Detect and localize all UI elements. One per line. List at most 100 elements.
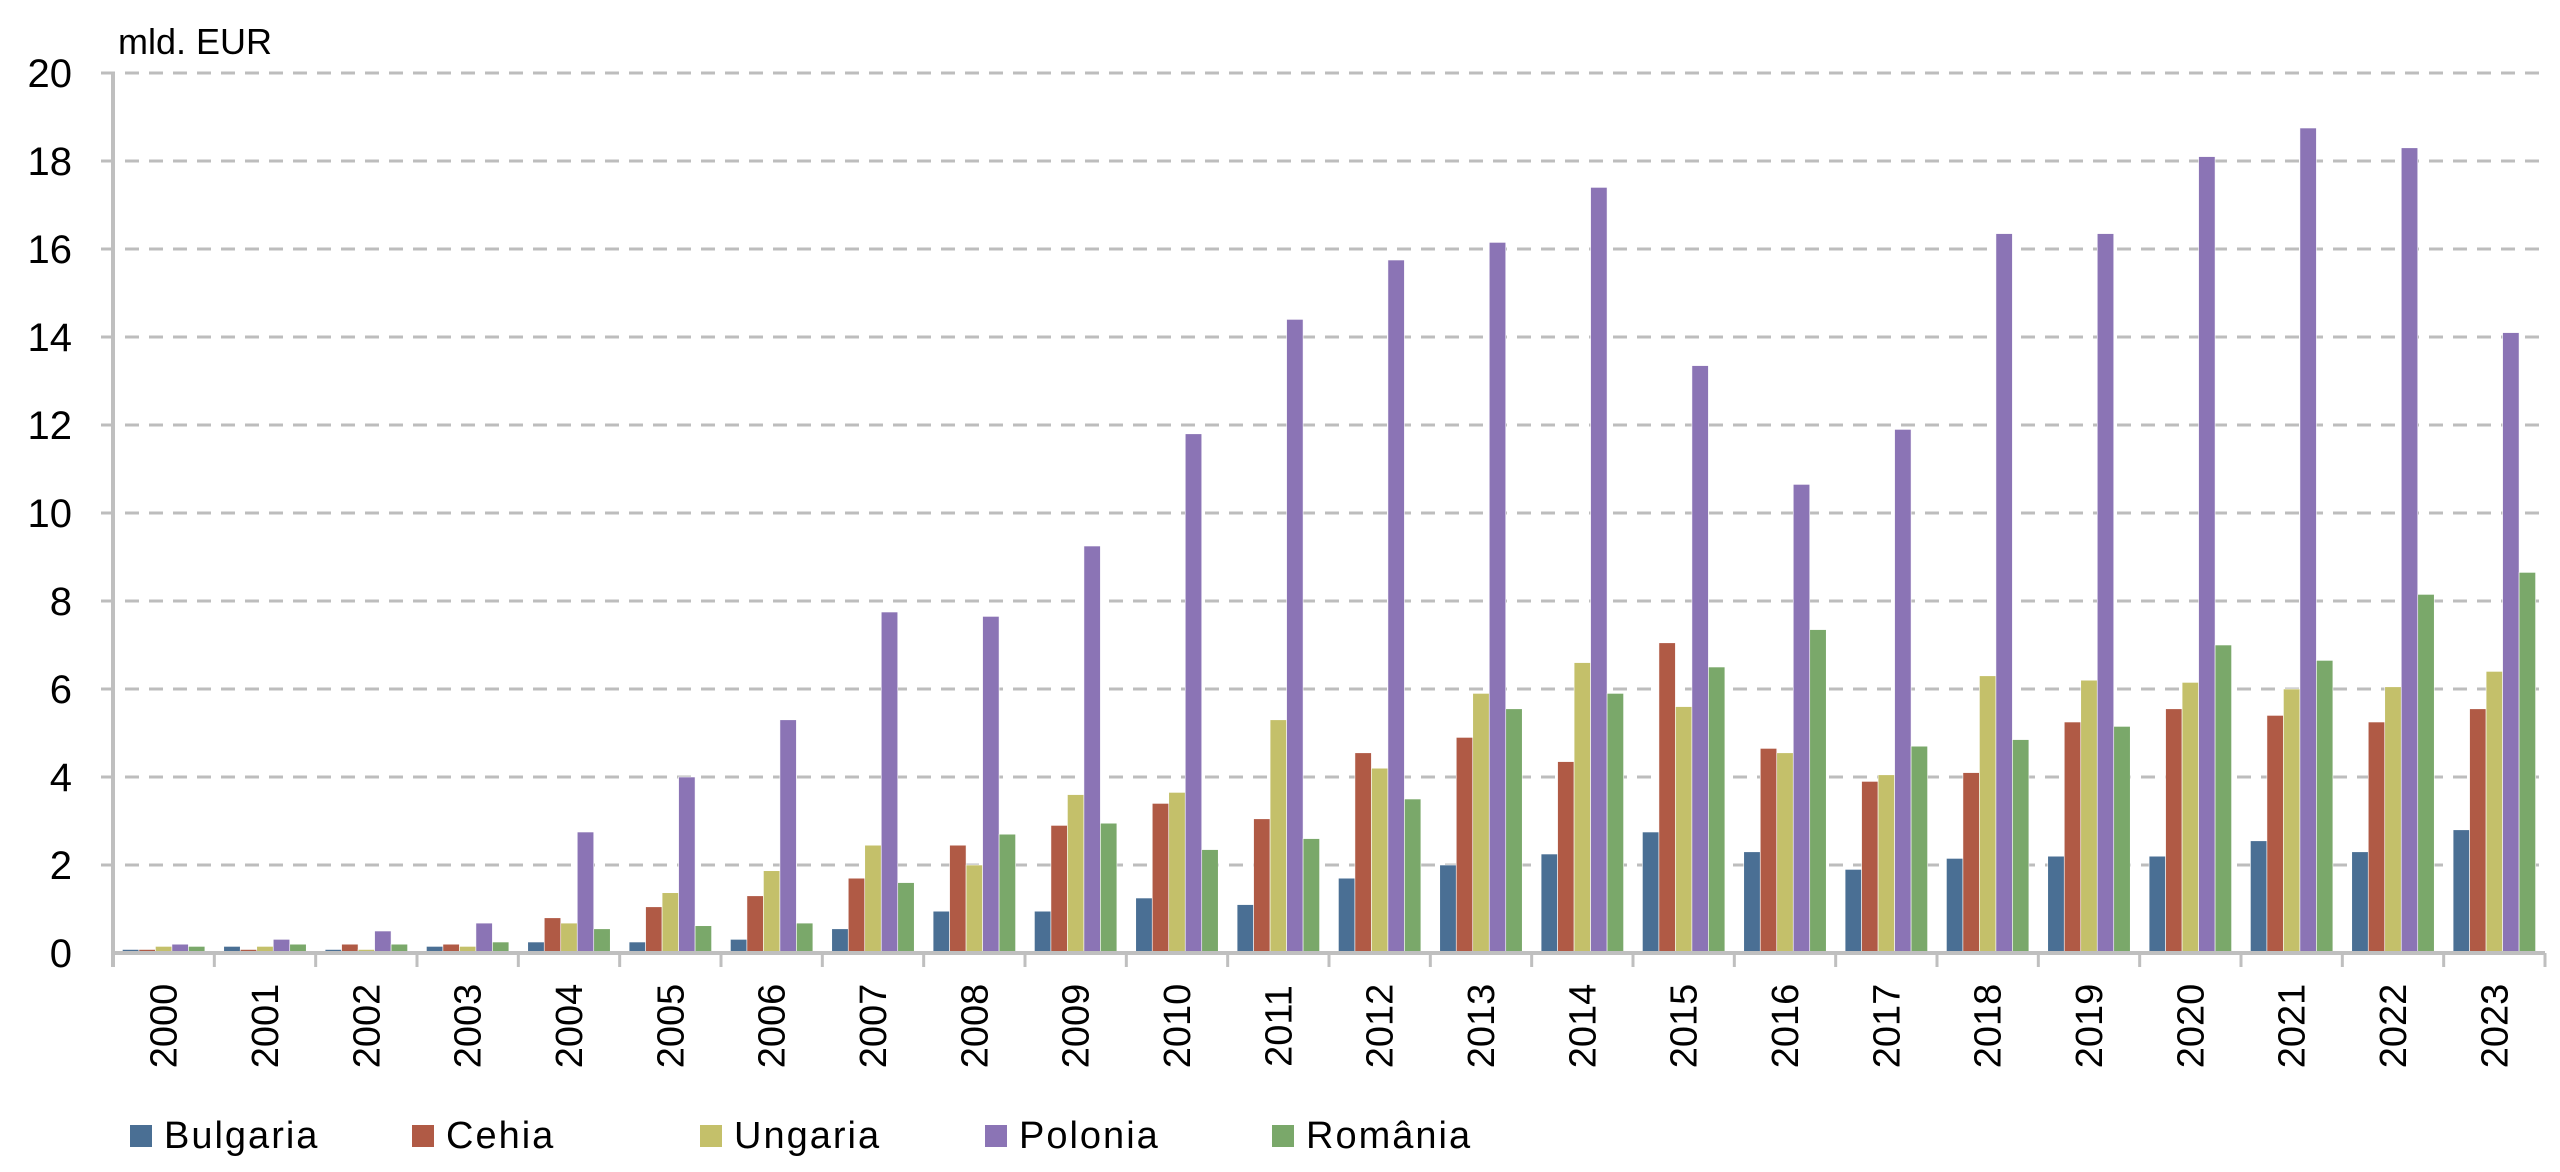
bar-românia-2014 xyxy=(1606,693,1624,954)
legend: Bulgaria Cehia Ungaria Polonia România xyxy=(130,1115,1472,1157)
y-tick-label: 18 xyxy=(28,140,73,184)
bars xyxy=(122,127,2536,954)
bar-bulgaria-2006 xyxy=(730,939,748,954)
y-axis-unit-label: mld. EUR xyxy=(118,21,272,62)
bar-românia-2006 xyxy=(796,922,814,954)
bar-românia-2011 xyxy=(1302,838,1320,954)
bar-polonia-2018 xyxy=(1995,233,2013,954)
bar-cehia-2004 xyxy=(543,917,562,954)
x-tick-label: 2002 xyxy=(346,984,388,1069)
bar-cehia-2019 xyxy=(2063,721,2082,954)
bar-bulgaria-2023 xyxy=(2452,829,2470,954)
bar-polonia-2014 xyxy=(1590,187,1608,954)
bar-bulgaria-2011 xyxy=(1236,904,1254,954)
bar-românia-2007 xyxy=(897,882,915,954)
bar-cehia-2023 xyxy=(2469,708,2487,954)
legend-swatch xyxy=(130,1125,152,1147)
bar-ungaria-2011 xyxy=(1269,719,1287,954)
bar-bulgaria-2008 xyxy=(932,910,950,954)
legend-item-polonia: Polonia xyxy=(985,1115,1160,1157)
bar-cehia-2009 xyxy=(1050,825,1068,954)
bar-bulgaria-2022 xyxy=(2351,851,2369,954)
bar-polonia-2017 xyxy=(1894,429,1912,954)
bar-românia-2022 xyxy=(2417,594,2435,954)
bar-românia-2010 xyxy=(1201,849,1219,954)
bar-ungaria-2007 xyxy=(864,844,882,954)
legend-label: Cehia xyxy=(446,1115,555,1157)
y-tick-labels: 0 2 4 6 8 10 12 14 16 18 20 xyxy=(28,52,73,976)
bar-ungaria-2021 xyxy=(2283,688,2301,954)
x-tick-label: 2005 xyxy=(650,984,692,1069)
bar-cehia-2006 xyxy=(746,895,764,954)
bar-cehia-2010 xyxy=(1151,803,1170,954)
bar-cehia-2007 xyxy=(847,877,866,954)
bar-ungaria-2009 xyxy=(1067,794,1085,954)
legend-item-cehia: Cehia xyxy=(412,1115,555,1157)
x-tick-labels: 2000 2001 2002 2003 2004 2005 2006 2007 2008 2009… xyxy=(144,984,2517,1069)
x-tick-label: 2017 xyxy=(1866,984,1908,1069)
x-tick-label: 2011 xyxy=(1258,985,1300,1067)
x-tick-label: 2022 xyxy=(2373,984,2415,1069)
x-tick-label: 2000 xyxy=(144,984,186,1069)
y-tick-label: 20 xyxy=(28,52,73,96)
bar-polonia-2002 xyxy=(374,930,392,954)
bar-polonia-2005 xyxy=(678,776,696,954)
y-tick-label: 12 xyxy=(28,404,73,448)
bar-polonia-2004 xyxy=(576,831,595,954)
bar-bulgaria-2013 xyxy=(1439,864,1457,954)
bar-românia-2015 xyxy=(1708,666,1726,954)
bar-românia-2016 xyxy=(1809,629,1827,954)
axes xyxy=(111,73,2547,967)
bar-românia-2008 xyxy=(998,833,1016,954)
bar-polonia-2021 xyxy=(2299,127,2317,954)
legend-label: România xyxy=(1306,1115,1472,1157)
bar-românia-2004 xyxy=(593,928,611,954)
legend-item-românia: România xyxy=(1272,1115,1472,1157)
bar-cehia-2005 xyxy=(645,906,663,954)
x-tick-label: 2013 xyxy=(1461,984,1503,1069)
y-tick-label: 8 xyxy=(50,580,72,624)
bar-bulgaria-2018 xyxy=(1946,858,1964,954)
x-tick-label: 2021 xyxy=(2272,984,2314,1069)
bar-ungaria-2019 xyxy=(2080,679,2098,954)
x-tick-label: 2009 xyxy=(1056,984,1098,1069)
bar-ungaria-2014 xyxy=(1573,662,1591,954)
bar-polonia-2012 xyxy=(1387,259,1405,954)
bar-polonia-2006 xyxy=(779,719,797,954)
legend-swatch xyxy=(700,1125,722,1147)
bar-ungaria-2022 xyxy=(2384,686,2402,954)
bar-cehia-2020 xyxy=(2165,708,2183,954)
bar-cehia-2017 xyxy=(1861,781,1879,954)
bar-bulgaria-2007 xyxy=(831,928,849,954)
bar-ungaria-2017 xyxy=(1877,774,1895,954)
bar-cehia-2022 xyxy=(2367,721,2386,954)
bar-cehia-2012 xyxy=(1354,752,1372,954)
bar-polonia-2003 xyxy=(475,922,493,954)
x-tick-label: 2012 xyxy=(1360,984,1402,1069)
bar-românia-2023 xyxy=(2518,572,2536,954)
legend-item-bulgaria: Bulgaria xyxy=(130,1115,317,1157)
bar-ungaria-2005 xyxy=(661,892,679,954)
legend-label: Polonia xyxy=(1019,1115,1160,1157)
y-tick-label: 2 xyxy=(50,844,72,888)
bar-bulgaria-2020 xyxy=(2148,855,2166,954)
bar-bulgaria-2016 xyxy=(1743,851,1761,954)
bar-cehia-2011 xyxy=(1253,818,1271,954)
bar-polonia-2016 xyxy=(1792,484,1811,954)
x-tick-label: 2006 xyxy=(752,984,794,1069)
bar-românia-2019 xyxy=(2113,726,2131,954)
bar-cehia-2008 xyxy=(949,844,967,954)
bar-cehia-2015 xyxy=(1658,642,1676,954)
bar-ungaria-2008 xyxy=(965,864,983,954)
bar-ungaria-2015 xyxy=(1675,706,1693,954)
bar-bulgaria-2017 xyxy=(1844,869,1862,954)
x-tick-label: 2023 xyxy=(2474,984,2516,1069)
bar-românia-2009 xyxy=(1100,822,1118,954)
bar-cehia-2016 xyxy=(1759,748,1778,954)
bar-cehia-2014 xyxy=(1557,761,1575,954)
y-tick-label: 16 xyxy=(28,228,73,272)
bar-bulgaria-2021 xyxy=(2250,840,2268,954)
bar-ungaria-2023 xyxy=(2485,671,2503,954)
x-tick-label: 2008 xyxy=(954,984,996,1069)
x-tick-label: 2007 xyxy=(853,984,895,1069)
